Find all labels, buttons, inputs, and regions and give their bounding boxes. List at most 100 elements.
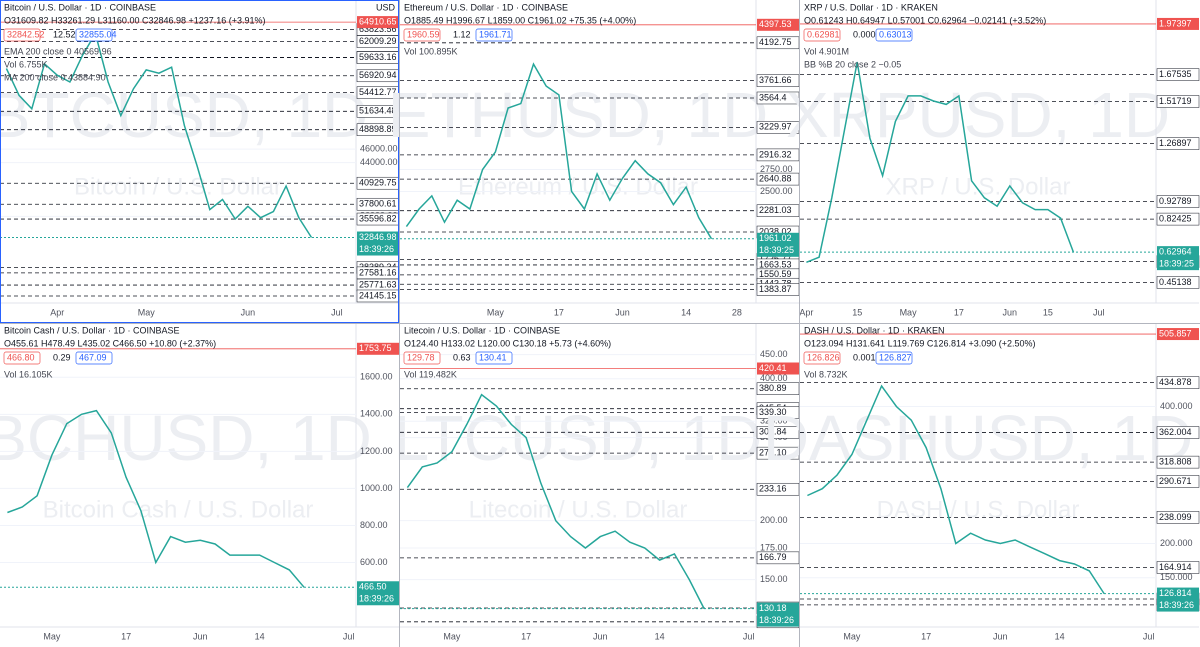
y-tick-label: 450.00 — [760, 349, 788, 359]
level-label-box — [1156, 376, 1200, 389]
watermark: XRPUSD, 1D — [786, 79, 1170, 151]
x-tick-label: 17 — [954, 307, 964, 317]
level-label-box — [1156, 511, 1200, 524]
quote-box — [803, 351, 841, 365]
watermark: BCHUSD, 1D — [0, 402, 372, 474]
y-tick-label: 2500.00 — [760, 186, 793, 196]
x-tick-label: Jul — [343, 631, 355, 641]
high-price-label: 64910.65 — [359, 16, 397, 26]
selected-border — [0, 0, 399, 323]
quote: 466.80 — [7, 352, 35, 362]
level-label: 2640.88 — [759, 173, 792, 183]
ohlc: O455.61 H478.49 L435.02 C466.50 +10.80 (… — [4, 338, 216, 348]
level-label: 37800.61 — [359, 199, 397, 209]
countdown: 18:39:26 — [359, 244, 394, 254]
level-label: 339.30 — [759, 407, 787, 417]
x-tick-label: 28 — [732, 307, 742, 317]
watermark-subtitle: Bitcoin / U.S. Dollar — [74, 173, 282, 200]
last-price-label: 130.18 — [759, 603, 787, 613]
indicator: Vol 100.895K — [404, 46, 458, 56]
price-line — [807, 384, 1105, 595]
y-tick-label: 400.000 — [1160, 401, 1193, 411]
quote: 0.62981 — [807, 29, 840, 39]
quote: 0.63 — [453, 352, 471, 362]
quote-box — [75, 28, 113, 42]
x-tick-label: 14 — [255, 631, 265, 641]
indicator: EMA 200 close 0 40569.96 — [4, 46, 112, 56]
quote-box — [3, 351, 41, 365]
x-tick-label: Jul — [743, 631, 755, 641]
x-tick-label: 14 — [655, 631, 665, 641]
last-price-box — [1157, 587, 1199, 612]
quote: 12.52 — [53, 29, 76, 39]
quote: 0.63013 — [879, 29, 912, 39]
level-label: 1.67535 — [1159, 69, 1192, 79]
ohlc: O123.094 H131.641 L119.769 C126.814 +3.0… — [804, 338, 1036, 348]
level-label: 3761.66 — [759, 75, 792, 85]
level-label: 3229.97 — [759, 122, 792, 132]
level-label: 35596.82 — [359, 213, 397, 223]
watermark: DASHUSD, 1D — [763, 402, 1193, 474]
countdown: 18:39:25 — [1159, 259, 1194, 269]
level-label: 164.914 — [1159, 562, 1192, 572]
quote: 130.41 — [479, 352, 507, 362]
last-price-box — [757, 232, 799, 257]
chart-title: Bitcoin Cash / U.S. Dollar · 1D · COINBA… — [4, 325, 180, 335]
y-tick-label: 150.00 — [760, 574, 788, 584]
level-label: 0.92789 — [1159, 196, 1192, 206]
level-label: 0.45138 — [1159, 277, 1192, 287]
quote: 1960.59 — [407, 29, 440, 39]
high-price-label: 505.857 — [1159, 328, 1192, 338]
watermark-subtitle: Ethereum / U.S. Dollar — [458, 173, 698, 200]
x-tick-label: Jun — [193, 631, 208, 641]
price-line — [406, 393, 705, 609]
last-price-label: 126.814 — [1159, 588, 1192, 598]
y-tick-label: 46000.00 — [360, 144, 398, 154]
y-tick-label: 200.000 — [1160, 538, 1193, 548]
level-label-box — [1156, 475, 1200, 488]
level-label-box — [1156, 455, 1200, 469]
level-label-box — [1156, 95, 1200, 108]
y-tick-label: 200.00 — [760, 515, 788, 525]
price-line — [405, 62, 713, 240]
level-label: 434.878 — [1159, 377, 1192, 387]
level-label: 166.79 — [759, 552, 787, 562]
level-label: 54412.77 — [359, 87, 397, 97]
quote-box — [403, 351, 441, 365]
level-label: 233.16 — [759, 484, 787, 494]
high-price-box — [357, 342, 399, 355]
y-tick-label: 1200.00 — [360, 446, 393, 456]
last-price-label: 0.62964 — [1159, 247, 1192, 257]
price-line — [7, 409, 305, 588]
x-tick-label: May — [138, 307, 156, 317]
ohlc: O124.40 H133.02 L120.00 C130.18 +5.73 (+… — [404, 338, 611, 348]
indicator: Vol 119.482K — [404, 369, 457, 379]
level-label: 1.51719 — [1159, 96, 1192, 106]
x-tick-label: 14 — [681, 307, 691, 317]
level-label: 3564.4 — [759, 92, 787, 102]
chart-title: Ethereum / U.S. Dollar · 1D · COINBASE — [404, 2, 568, 12]
high-price-box — [1157, 17, 1199, 30]
ohlc: O1885.49 H1996.67 L1859.00 C1961.02 +75.… — [404, 15, 636, 25]
high-price-box — [757, 362, 799, 375]
y-tick-label: 1400.00 — [360, 409, 393, 419]
level-label: 290.671 — [1159, 476, 1192, 486]
watermark-subtitle: DASH / U.S. Dollar — [877, 496, 1080, 523]
x-tick-label: May — [43, 631, 61, 641]
quote-box — [403, 28, 441, 42]
level-label-box — [1156, 212, 1200, 226]
y-tick-label: 325.00 — [760, 416, 788, 426]
x-tick-label: 17 — [554, 307, 564, 317]
level-label: 56920.94 — [359, 70, 397, 80]
high-price-box — [357, 16, 399, 29]
level-label: 51634.48 — [359, 106, 397, 116]
level-label: 362.004 — [1159, 427, 1192, 437]
level-label: 62009.29 — [359, 36, 397, 46]
axis-currency: USD — [376, 2, 396, 12]
y-tick-label: 2750.00 — [760, 164, 793, 174]
chart-panel: BCHUSD, 1D Bitcoin Cash / U.S. Dollar 600.… — [0, 323, 399, 641]
level-label: 27581.16 — [359, 267, 397, 277]
indicator: Vol 16.105K — [4, 369, 53, 379]
